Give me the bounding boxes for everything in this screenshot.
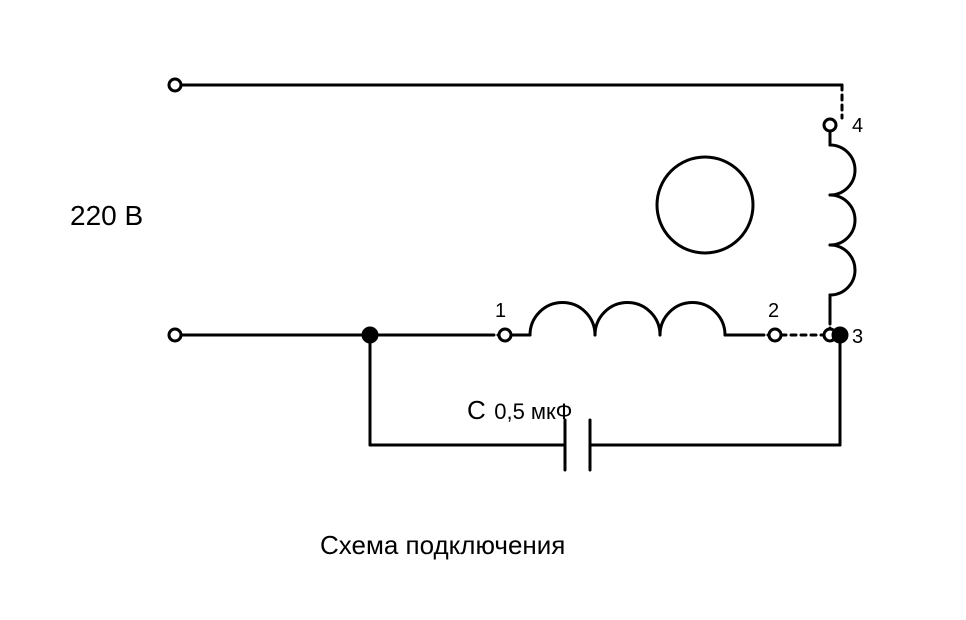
- voltage-text: 220 В: [70, 200, 143, 231]
- diagram-title: Схема подключения: [320, 530, 565, 561]
- node-1-label: 1: [495, 300, 506, 323]
- capacitor-label: С 0,5 мкФ: [467, 395, 572, 426]
- capacitor-symbol: С: [467, 395, 486, 425]
- capacitor-value: 0,5 мкФ: [494, 399, 572, 424]
- voltage-label: 220 В: [70, 200, 143, 232]
- node-4-label: 4: [852, 115, 863, 138]
- node-3-label: 3: [852, 326, 863, 349]
- circuit-diagram: [0, 0, 966, 620]
- node-2-label: 2: [768, 300, 779, 323]
